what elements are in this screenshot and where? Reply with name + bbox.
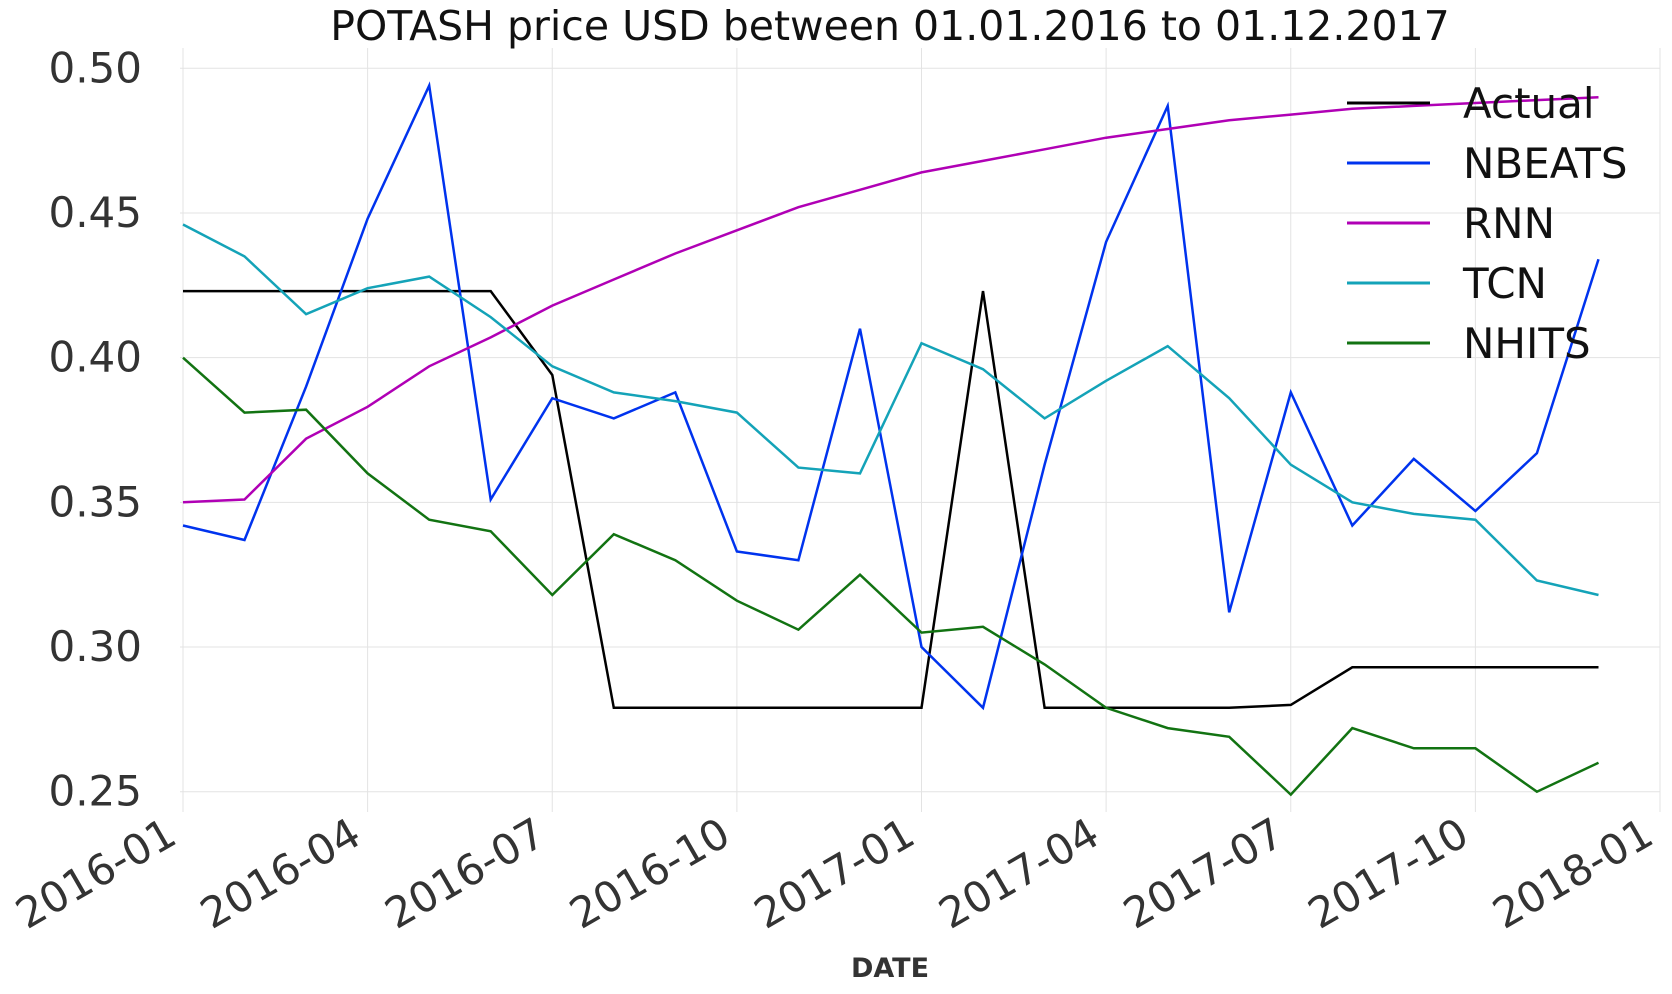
x-axis-label: DATE: [851, 953, 929, 984]
x-tick-label: 2016-10: [561, 808, 737, 938]
series-line-rnn: [182, 95, 1599, 504]
y-tick-label: 0.35: [48, 477, 142, 526]
x-tick-label: 2017-07: [1115, 808, 1291, 938]
legend-label-tcn: TCN: [1462, 259, 1547, 308]
legend-label-nbeats: NBEATS: [1463, 139, 1628, 188]
grid: [180, 48, 1661, 812]
series-layer: [182, 81, 1600, 797]
x-tick-label: 2017-01: [746, 808, 922, 938]
x-tick-label: 2016-07: [377, 808, 553, 938]
legend-label-nhits: NHITS: [1463, 319, 1591, 368]
y-tick-label: 0.30: [48, 622, 142, 671]
legend-label-actual: Actual: [1463, 79, 1595, 128]
x-axis-ticks: 2016-01 2016-04 2016-07 2016-10 2017-01 2017-…: [8, 808, 1661, 938]
y-tick-label: 0.45: [48, 188, 142, 237]
chart-title: POTASH price USD between 01.01.2016 to 0…: [330, 2, 1450, 50]
legend-label-rnn: RNN: [1463, 199, 1555, 248]
series-line-nbeats: [182, 81, 1600, 711]
x-tick-label: 2016-01: [8, 808, 184, 938]
y-axis-ticks: 0.25 0.30 0.35 0.40 0.45 0.50: [48, 43, 142, 815]
y-tick-label: 0.50: [48, 43, 142, 92]
legend: Actual NBEATS RNN TCN NHITS: [1347, 79, 1628, 368]
series-line-nhits: [182, 356, 1600, 797]
series-line-tcn: [182, 223, 1599, 597]
series-line-actual: [183, 289, 1599, 710]
x-tick-label: 2018-01: [1485, 808, 1661, 938]
x-tick-label: 2017-04: [931, 808, 1107, 938]
y-tick-label: 0.40: [48, 333, 142, 382]
x-tick-label: 2017-10: [1300, 808, 1476, 938]
x-tick-label: 2016-04: [192, 808, 368, 938]
y-tick-label: 0.25: [48, 767, 142, 816]
